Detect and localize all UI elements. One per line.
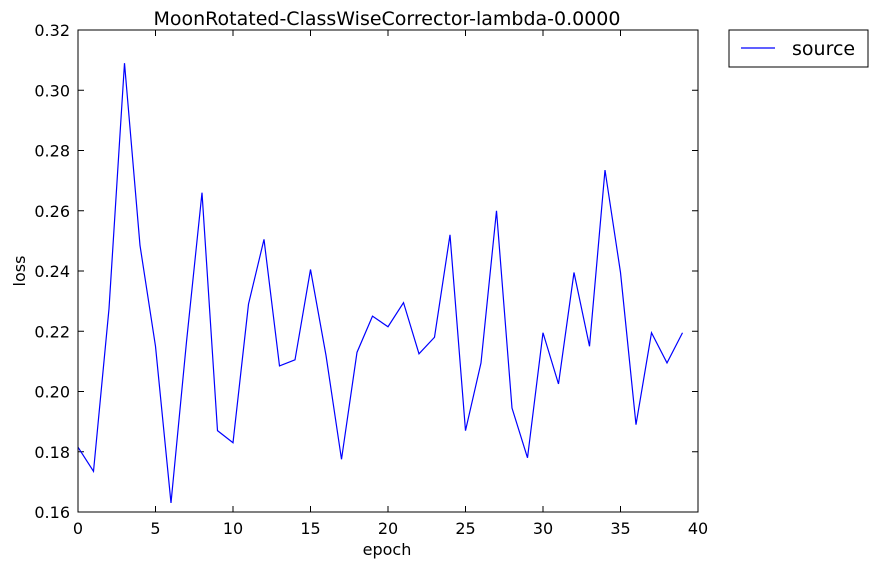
y-tick-label: 0.26 — [34, 202, 70, 221]
plot-frame — [77, 29, 699, 513]
y-tick-label: 0.22 — [34, 322, 70, 341]
x-axis-label: epoch — [363, 540, 412, 559]
y-tick-label: 0.20 — [34, 383, 70, 402]
y-tick-label: 0.32 — [34, 21, 70, 40]
y-tick-label: 0.24 — [34, 262, 70, 281]
legend: source — [728, 29, 869, 68]
x-tick-label: 40 — [688, 519, 708, 538]
x-tick-label: 35 — [610, 519, 630, 538]
series-lines — [77, 63, 684, 504]
y-tick-label: 0.28 — [34, 142, 70, 161]
y-tick-label: 0.18 — [34, 443, 70, 462]
x-tick-label: 10 — [223, 519, 243, 538]
x-tick-label: 20 — [378, 519, 398, 538]
axis-tick-labels: 0 5 10 15 20 25 30 35 40 0.16 0.18 0.20 0.22 0.24 0.26… — [34, 21, 708, 538]
legend-label-source: source — [792, 38, 855, 60]
x-tick-label: 0 — [73, 519, 83, 538]
x-tick-label: 25 — [455, 519, 475, 538]
chart-title: MoonRotated-ClassWiseCorrector-lambda-0.… — [154, 8, 621, 30]
series-line-source — [77, 63, 684, 504]
y-tick-label: 0.16 — [34, 503, 70, 522]
x-tick-label: 15 — [300, 519, 320, 538]
axis-ticks — [77, 29, 699, 513]
x-tick-label: 30 — [533, 519, 553, 538]
y-axis-label: loss — [10, 256, 29, 287]
x-tick-label: 5 — [150, 519, 160, 538]
y-tick-label: 0.30 — [34, 81, 70, 100]
